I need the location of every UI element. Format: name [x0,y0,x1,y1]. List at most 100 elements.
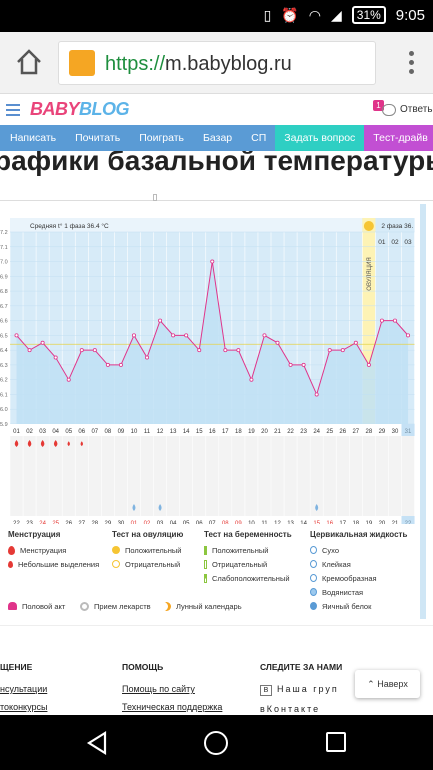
home-icon[interactable] [14,47,44,77]
nav-ask-question[interactable]: Задать вопрос [275,125,365,151]
calendar-date: 06 [196,521,203,524]
wifi-icon: ◠ [308,6,321,23]
legend-cerv-watery: Водянистая [322,587,364,597]
footer-link-support[interactable]: Техническая поддержка [122,702,223,712]
phase2-header-day: 01 [378,239,386,246]
chat-icon[interactable] [382,104,396,116]
calendar-date: 13 [287,521,294,524]
x-day-label: 15 [196,429,203,435]
address-bar[interactable]: https://m.babyblog.ru [58,41,376,85]
legend-cerv-eggwhite: Яичный белок [322,601,372,611]
legend-pregnancy-title: Тест на беременность [204,530,292,539]
temperature-point [197,348,202,353]
calendar-date: 29 [105,521,112,524]
scroll-tab-indicator [0,191,433,201]
phase2-label: 2 фаза 36. [381,223,413,230]
clock: 9:05 [395,6,425,24]
pregnancy-positive-icon [204,545,207,555]
x-day-label: 20 [261,429,268,435]
calendar-date: 20 [379,521,386,524]
calendar-date: 04 [170,521,177,524]
bbt-chart: Средняя t° 1 фаза 36.4 °С 2 фаза 36. 01 02 0… [0,204,426,619]
back-icon[interactable] [86,731,108,755]
x-day-label: 12 [157,429,164,435]
status-bar: ▯ ⏰ ◠ ◢ 31% 9:05 [0,0,433,32]
calendar-date: 27 [78,521,85,524]
nav-bazaar[interactable]: Базар [203,132,233,144]
nav-write[interactable]: Написать [10,132,57,144]
y-tick-label: 6.7 [0,304,8,310]
recent-apps-icon[interactable] [326,732,346,752]
y-tick-label: 6.0 [0,407,8,413]
x-day-label: 07 [91,429,98,435]
legend-preg-negative: Отрицательный [212,559,268,569]
main-nav: Написать Почитать Поиграть Базар СП Зада… [0,125,433,151]
calendar-date: 21 [392,521,399,524]
calendar-date: 12 [274,521,281,524]
blood-drop-icon [80,441,83,447]
page-title: рафики базальной температуры [0,151,433,176]
phase1-header [10,218,363,232]
calendar-date: 08 [222,521,229,524]
day-row-bg [10,424,415,436]
nav-sp[interactable]: СП [251,132,267,144]
temperature-point [184,333,189,338]
legend-ovulation-title: Тест на овуляцию [112,530,184,539]
chart-svg: Средняя t° 1 фаза 36.4 °С 2 фаза 36. 01 02 0… [0,218,415,524]
ovulation-label: ОВУЛЯЦИЯ [367,257,373,290]
footer-link-site-help[interactable]: Помощь по сайту [122,684,195,694]
x-day-label: 09 [118,429,125,435]
footer-link-group[interactable]: Наша груп [277,684,339,694]
x-day-label: 19 [248,429,255,435]
nav-test-drive[interactable]: Тест-драйв [364,125,433,151]
url-text[interactable]: https://m.babyblog.ru [105,53,292,75]
x-day-label: 21 [274,429,281,435]
temperature-point [288,362,293,367]
calendar-date: 25 [52,521,59,524]
pill-icon [80,601,89,611]
x-day-label: 01 [13,429,20,435]
home-circle-icon[interactable] [204,731,228,755]
alarm-icon: ⏰ [281,6,299,23]
symptom-grid-bg [10,436,415,516]
answers-link[interactable]: Ответы [400,104,433,115]
hamburger-menu-icon[interactable] [6,104,20,119]
legend-ov-negative: Отрицательный [125,559,181,569]
scroll-to-top-button[interactable]: ⌃ Наверх [355,670,420,698]
browser-toolbar: https://m.babyblog.ru [0,32,433,94]
ovulation-icon [363,221,374,231]
nav-read[interactable]: Почитать [75,132,121,144]
calendar-row-bg [10,516,415,524]
temperature-point [223,348,228,353]
temperature-point [406,333,411,338]
legend-ov-positive: Положительный [125,545,182,555]
footer-link-consultations[interactable]: нсультации [0,684,48,694]
calendar-date: 22 [13,521,20,524]
calendar-date: 30 [118,521,125,524]
nav-play[interactable]: Поиграть [139,132,185,144]
x-day-label: 11 [144,429,151,435]
temperature-point [392,318,397,323]
lock-icon [69,50,95,76]
legend-cerv-creamy: Кремообразная [322,573,377,583]
legend-lunar: Лунный календарь [176,601,242,611]
footer-link-vkontakte[interactable]: вКонтакте [260,704,321,714]
y-tick-label: 6.4 [0,348,8,354]
legend-cervical-title: Цервикальная жидкость [310,530,408,539]
site-logo[interactable]: BABYBLOG [30,99,130,119]
temperature-point [236,348,241,353]
calendar-date: 03 [157,521,164,524]
creamy-icon [310,574,317,582]
temperature-point [92,348,97,353]
cervical-fluid-icon [132,504,136,511]
x-day-label: 23 [300,429,307,435]
x-day-label: 13 [170,429,177,435]
small-drop-icon [8,560,13,568]
legend-cerv-dry: Сухо [322,545,340,555]
dry-icon [310,546,317,554]
footer-link-photocontests[interactable]: токонкурсы [0,702,48,712]
watery-icon [310,588,317,596]
x-day-label: 02 [26,429,33,435]
overflow-menu-icon[interactable] [409,51,415,75]
x-day-label: 27 [352,429,359,435]
